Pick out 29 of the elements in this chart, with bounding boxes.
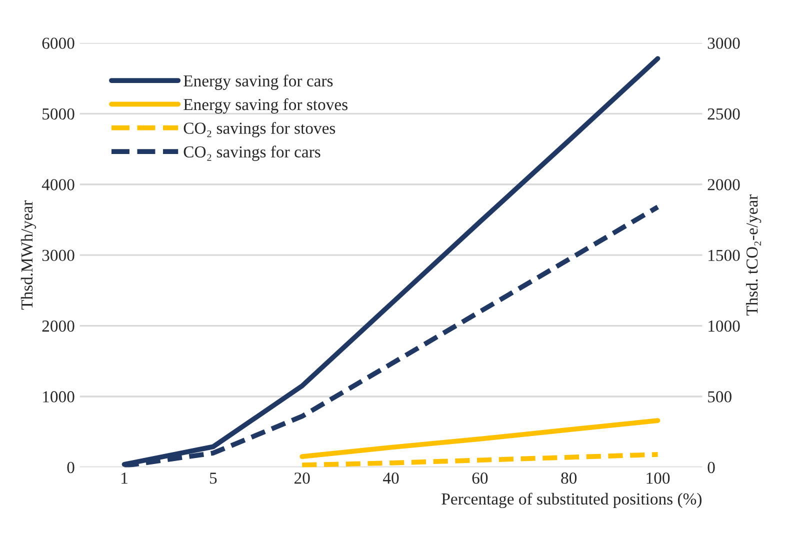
legend-label: Energy saving for stoves [184, 98, 348, 114]
y-tick-label: 6000 [42, 38, 74, 49]
y-tick-label: 4000 [42, 179, 74, 190]
y2-tick-label: 1000 [708, 320, 740, 332]
y-tick-label: 0 [67, 462, 74, 474]
x-tick-label: 20 [294, 472, 310, 484]
x-tick-label: 60 [472, 472, 488, 484]
x-tick-label: 80 [561, 472, 577, 484]
legend-label: CO₂ savings for cars [184, 146, 320, 161]
y2-tick-label: 2000 [708, 179, 740, 190]
y2-tick-label: 0 [708, 462, 715, 474]
y-axis-title: Thsd.MWh/year [20, 200, 36, 310]
y-tick-label: 1000 [43, 391, 74, 402]
y2-tick-label: 500 [708, 391, 732, 402]
legend-label: Energy saving for cars [184, 74, 333, 90]
y-tick-label: 5000 [42, 108, 74, 120]
y-tick-label: 3000 [42, 250, 74, 262]
y2-axis-title: Thsd. tCO₂-e/year [746, 194, 762, 316]
x-tick-label: 40 [383, 472, 399, 484]
x-tick-label: 1 [122, 472, 128, 484]
y2-tick-label: 1500 [708, 250, 740, 262]
x-tick-label: 5 [210, 472, 217, 484]
x-axis-title: Percentage of substituted positions (%) [442, 492, 702, 508]
x-tick-label: 100 [646, 472, 670, 484]
line-series [300, 418, 660, 460]
y2-tick-label: 3000 [708, 38, 740, 49]
y-tick-label: 2000 [42, 320, 74, 332]
y2-tick-label: 2500 [708, 108, 740, 120]
legend-label: CO₂ savings for stoves [184, 122, 336, 138]
